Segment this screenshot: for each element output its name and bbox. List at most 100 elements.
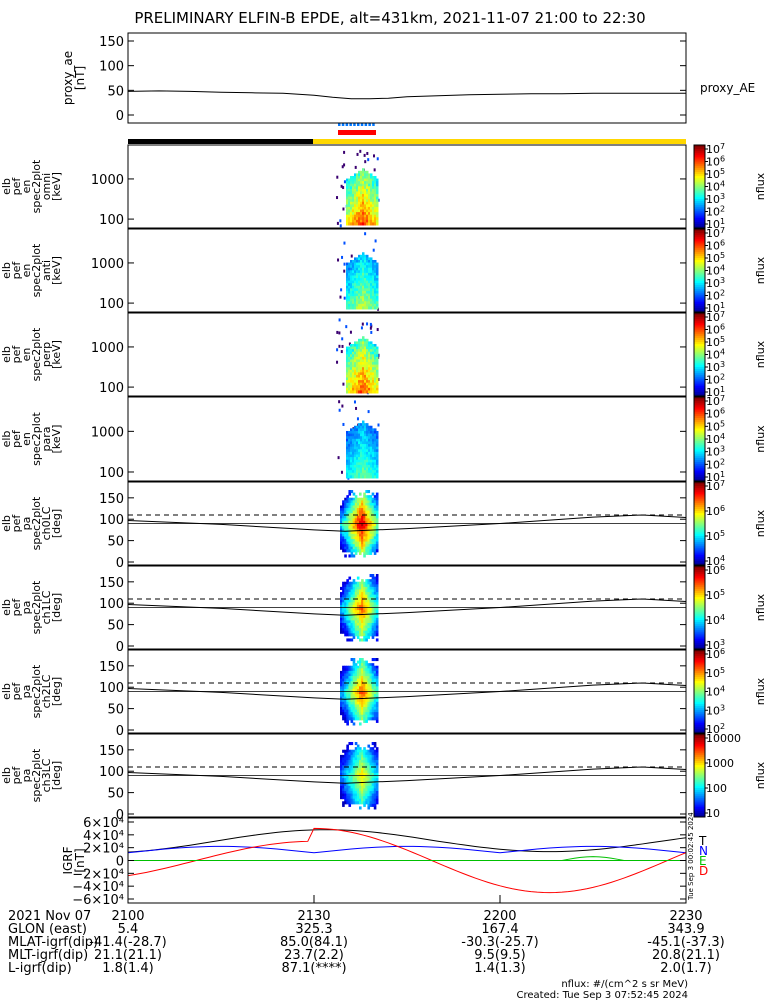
spectrogram-cell — [369, 510, 373, 514]
spectrogram-cell — [376, 377, 379, 381]
spectrogram-cell — [367, 770, 371, 774]
spectrogram-cell — [375, 691, 379, 695]
spectrogram-cell — [354, 752, 358, 756]
spectrogram-cell — [365, 495, 368, 499]
spectrogram-cell — [373, 665, 377, 669]
colorbar-cell — [694, 515, 705, 518]
spectrogram-cell — [344, 757, 347, 761]
spectrogram-cell — [346, 691, 349, 695]
spectrogram-cell — [373, 546, 377, 550]
colorbar-cell — [694, 742, 705, 745]
spectrogram-cell — [373, 798, 377, 802]
spectrogram-cell — [350, 670, 354, 674]
spectrogram-cell — [364, 201, 367, 205]
spectrogram-cell — [340, 628, 343, 632]
spectrogram-cell — [346, 762, 349, 766]
spectrogram-cell — [346, 796, 349, 800]
spectrogram-cell — [374, 451, 377, 455]
spectrogram-cell — [369, 757, 373, 761]
spectrogram-cell — [346, 181, 349, 185]
spectrogram-cell — [348, 262, 351, 266]
spectrogram-cell — [362, 168, 365, 172]
spectrogram-cell — [373, 796, 377, 800]
spectrogram-cell — [374, 214, 377, 218]
spectrogram-cell — [348, 470, 351, 474]
spectrogram-cell — [348, 638, 352, 642]
spectrogram-cell — [365, 610, 368, 614]
panel-frame — [127, 649, 687, 734]
spectrogram-cell — [356, 533, 360, 537]
spectrogram-cell — [361, 526, 364, 530]
spectrogram-cell — [340, 683, 343, 687]
spectrogram-cell — [356, 199, 359, 203]
spectrogram-cell — [370, 425, 373, 429]
spectrogram-cell — [340, 688, 343, 692]
spectrogram-cell — [370, 298, 373, 302]
spectrogram-cell — [364, 430, 367, 435]
ytick-label: 2×10⁴ — [83, 842, 124, 857]
spectrogram-cell — [374, 467, 377, 471]
spectrogram-cell — [342, 610, 345, 614]
spectrogram-cell — [370, 183, 373, 187]
spectrogram-cell — [370, 214, 373, 218]
spectrogram-cell — [370, 283, 373, 287]
spectrogram-cell — [348, 364, 351, 368]
spectrogram-cell — [354, 194, 357, 198]
spectrogram-cell — [372, 303, 375, 307]
colorbar-cell — [694, 478, 705, 482]
legend-proxy-ae: proxy_AE — [700, 81, 755, 95]
spectrogram-cell — [372, 390, 375, 394]
colorbar-cell — [694, 595, 705, 598]
x-axis: 2100 2130 2200 2230 — [111, 895, 703, 924]
colorbar-cell — [694, 155, 705, 158]
spectrogram-cell — [369, 691, 373, 695]
spectrogram-cell — [375, 579, 379, 583]
spectrogram-cell — [352, 607, 356, 611]
spectrogram-cell — [364, 449, 367, 453]
spectrogram-cell — [356, 691, 360, 695]
spectrogram-cell — [366, 173, 369, 177]
spectrogram-cell — [350, 783, 354, 787]
spectrogram-cell — [371, 665, 375, 669]
spectrogram-cell — [369, 508, 373, 512]
spectrogram-cell — [363, 625, 366, 629]
spectrogram-cell — [340, 757, 343, 761]
spectrogram-cell — [350, 343, 353, 348]
panel-frame — [127, 32, 687, 124]
spectrogram-cell — [363, 665, 366, 669]
spectrogram-cell — [362, 290, 365, 295]
spectrogram-cell — [346, 544, 349, 548]
spectrogram-cell — [350, 801, 354, 805]
spectrogram-cell — [375, 492, 379, 496]
colorbar-cell — [694, 810, 705, 814]
spectrogram-cell — [360, 201, 363, 205]
colorbar-tick-label: 104 — [706, 180, 725, 194]
spectrogram-cell — [370, 188, 373, 192]
colorbar-cell — [694, 331, 705, 335]
spectrogram-cell — [358, 428, 361, 432]
spectrogram-cell — [346, 584, 349, 588]
spectrogram-cell — [348, 362, 351, 366]
spectrogram-cell — [354, 446, 357, 450]
spectrogram-cell — [364, 178, 367, 182]
spectrogram-cell — [372, 201, 375, 205]
ylabel-line: spec2plot — [30, 748, 43, 802]
spectrogram-cell — [350, 387, 353, 391]
spectrogram-cell — [365, 801, 368, 805]
spectrogram-cell — [356, 604, 360, 608]
spectrogram-cell — [342, 712, 345, 716]
spectrogram-cell — [350, 780, 354, 784]
spectrogram-cell — [367, 617, 371, 621]
spectrogram-cell — [350, 772, 354, 776]
spectrogram-cell — [362, 449, 365, 453]
spectrogram-cell — [356, 417, 359, 421]
spectrogram-cell — [359, 694, 362, 698]
spectrogram-cell — [368, 457, 371, 461]
spectrogram-cell — [374, 259, 377, 264]
spectrogram-cell — [376, 285, 379, 289]
spectrogram-cell — [348, 500, 352, 504]
spectrogram-cell — [375, 775, 379, 779]
spectrogram-cell — [346, 462, 349, 466]
spectrogram-cell — [366, 472, 369, 476]
spectrogram-cell — [350, 369, 353, 373]
